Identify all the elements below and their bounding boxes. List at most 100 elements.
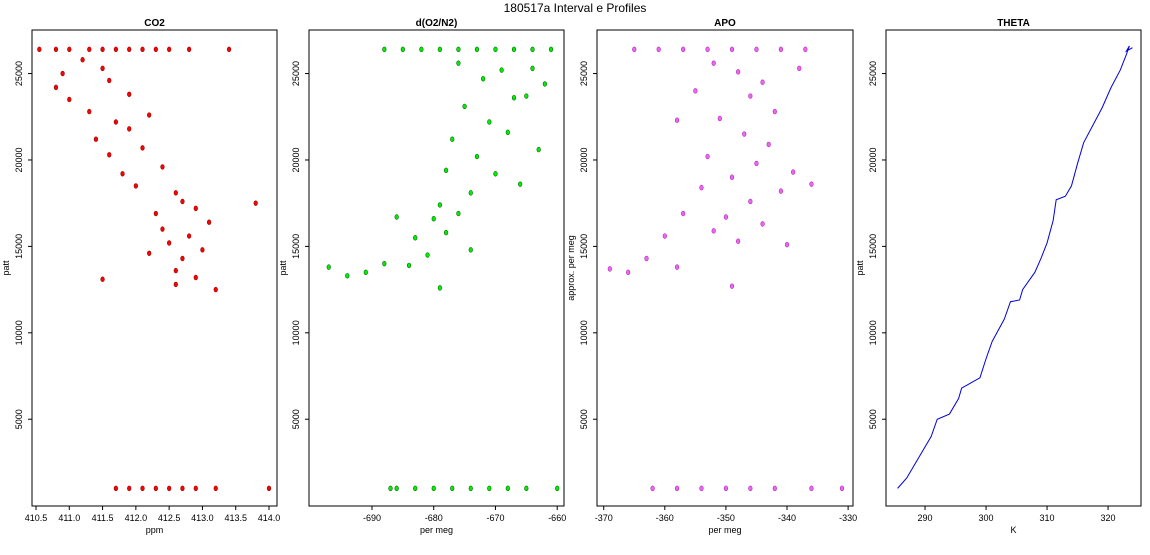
- y-tick-label: 25000: [868, 61, 878, 86]
- x-tick-label: -690: [363, 513, 381, 523]
- point: [772, 108, 777, 115]
- point: [127, 485, 132, 492]
- y-tick-label: 10000: [291, 320, 301, 345]
- point: [450, 485, 455, 492]
- x-tick-label: -360: [656, 513, 674, 523]
- point: [518, 181, 523, 187]
- y-tick-label: 20000: [579, 147, 589, 172]
- point: [437, 46, 442, 53]
- point: [431, 485, 436, 492]
- point: [180, 198, 185, 205]
- point: [213, 485, 218, 492]
- x-tick-label: -330: [839, 513, 857, 523]
- point: [487, 119, 492, 125]
- point: [493, 171, 498, 177]
- x-tick-label: 320: [1101, 513, 1116, 523]
- point: [443, 167, 449, 174]
- x-tick-label: -680: [425, 513, 443, 523]
- point: [784, 241, 790, 248]
- point: [650, 485, 655, 492]
- x-tick-label: 414.0: [258, 513, 281, 523]
- point: [674, 264, 680, 270]
- x-tick-label: 413.0: [191, 513, 214, 523]
- point: [542, 81, 547, 87]
- point: [206, 219, 212, 225]
- point: [113, 46, 118, 53]
- point: [147, 112, 152, 118]
- point: [772, 485, 777, 492]
- point: [226, 46, 232, 53]
- point: [524, 93, 529, 99]
- point: [474, 153, 480, 160]
- point: [120, 171, 125, 177]
- point: [173, 281, 178, 288]
- point: [524, 485, 529, 492]
- y-tick-label: 10000: [579, 320, 589, 345]
- y-tick-label: 5000: [14, 409, 24, 429]
- point: [193, 205, 198, 212]
- point: [160, 164, 165, 170]
- y-tick-label: 15000: [291, 234, 301, 259]
- x-tick-label: -660: [548, 513, 566, 523]
- point: [760, 221, 765, 227]
- point: [511, 46, 517, 53]
- point: [67, 96, 72, 103]
- panel-title: THETA: [997, 18, 1030, 29]
- point: [723, 214, 729, 220]
- y-tick-label: 20000: [14, 147, 24, 172]
- point: [382, 260, 387, 267]
- point: [499, 67, 504, 73]
- point: [394, 214, 399, 220]
- point: [674, 117, 680, 123]
- point: [419, 46, 424, 53]
- point: [462, 103, 467, 110]
- point: [626, 269, 631, 276]
- point: [100, 65, 105, 72]
- point: [413, 235, 418, 241]
- point: [413, 485, 418, 492]
- point: [87, 46, 92, 53]
- point: [443, 229, 449, 236]
- point: [530, 65, 535, 72]
- point: [468, 190, 473, 196]
- y-tick-label: 10000: [14, 320, 24, 345]
- plot-frame: [596, 29, 854, 507]
- point: [468, 485, 473, 492]
- point: [193, 274, 198, 281]
- point: [127, 46, 132, 53]
- point: [729, 283, 735, 289]
- y-tick-label: 20000: [291, 147, 301, 172]
- point: [754, 160, 759, 167]
- panel-title: d(O2/N2): [416, 18, 458, 29]
- x-tick-label: 300: [979, 513, 994, 523]
- x-axis-label: per meg: [420, 525, 453, 535]
- point: [656, 46, 661, 53]
- point: [681, 46, 686, 53]
- point: [437, 285, 442, 291]
- y-tick-label: 20000: [868, 147, 878, 172]
- point: [468, 247, 473, 253]
- point: [253, 200, 258, 206]
- y-tick-label: 15000: [14, 234, 24, 259]
- y-axis-label: approx. per meg: [566, 235, 576, 301]
- point: [180, 255, 185, 262]
- y-tick-label: 25000: [291, 61, 301, 86]
- point: [505, 485, 510, 492]
- point: [607, 266, 612, 272]
- point: [87, 108, 92, 115]
- point: [400, 46, 405, 53]
- x-tick-label: -340: [778, 513, 796, 523]
- point: [681, 210, 686, 217]
- point: [100, 46, 105, 53]
- x-tick-label: -350: [717, 513, 735, 523]
- point: [705, 153, 710, 160]
- x-axis-label: per meg: [708, 525, 741, 535]
- x-axis-label: ppm: [146, 525, 164, 535]
- point: [67, 46, 72, 53]
- y-axis-label: patt: [278, 260, 288, 276]
- point: [140, 46, 145, 53]
- point: [699, 184, 704, 191]
- y-axis-label: patt: [1, 260, 11, 276]
